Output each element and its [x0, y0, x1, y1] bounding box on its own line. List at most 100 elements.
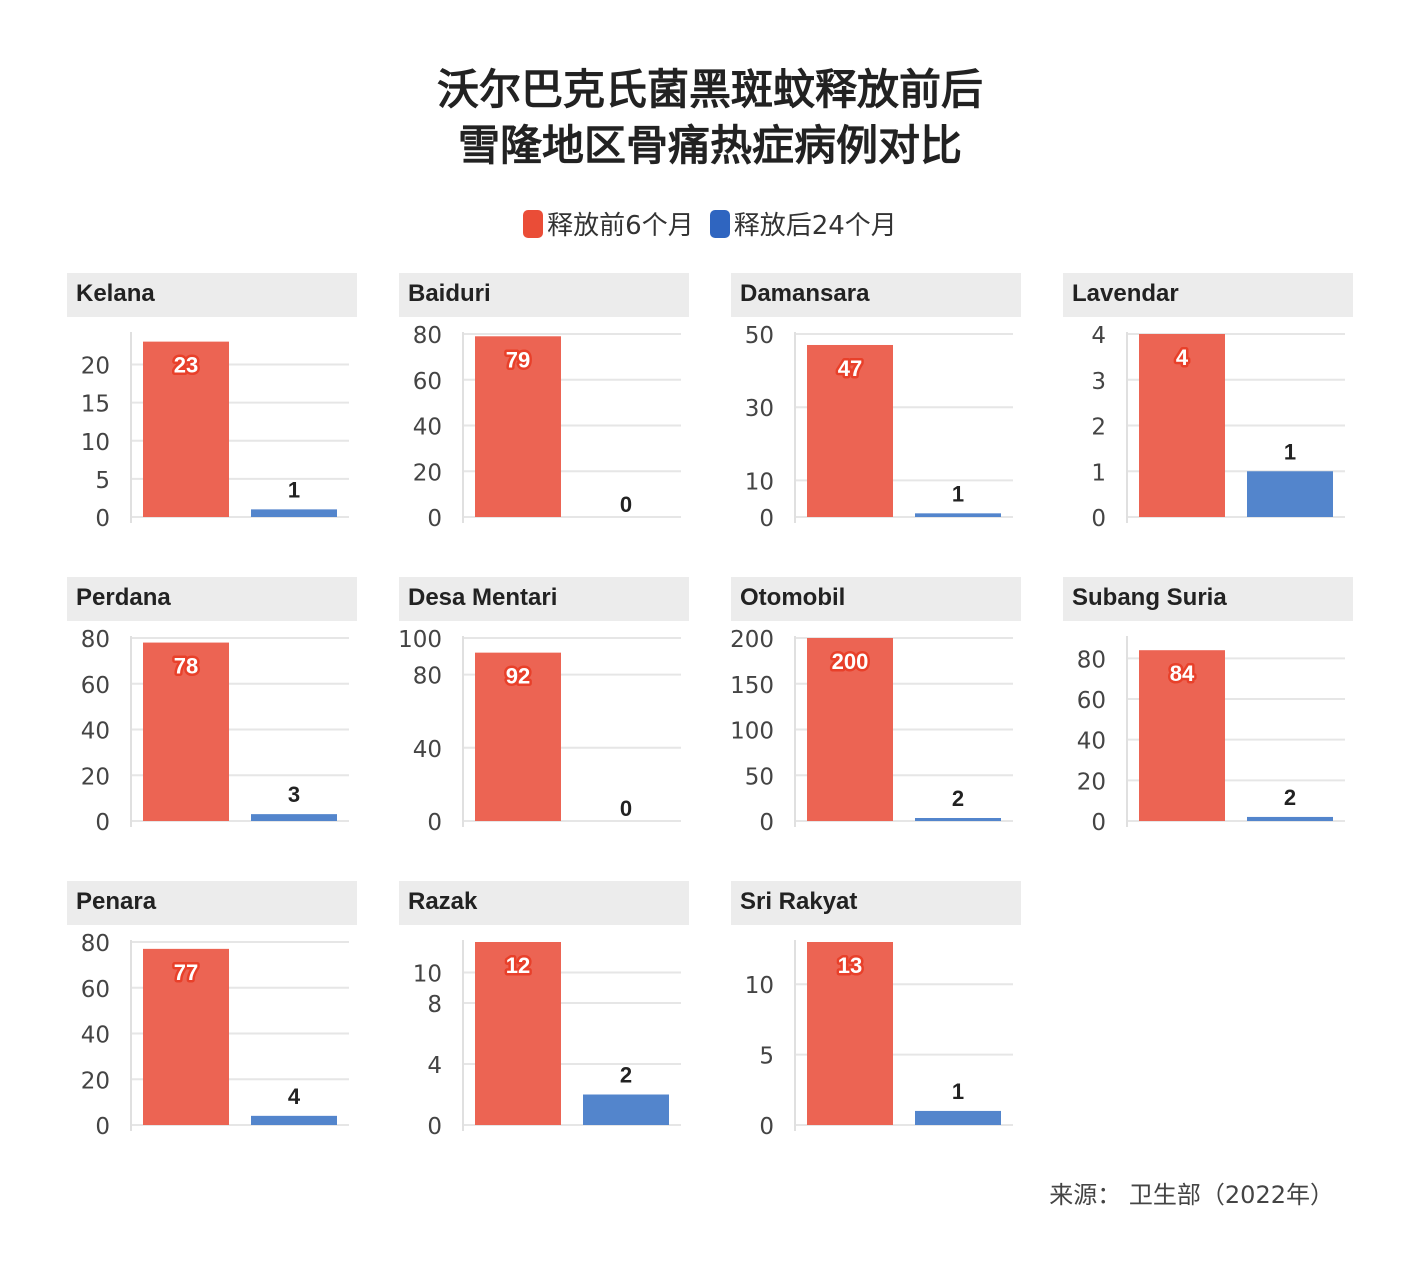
y-tick-label: 8 [427, 992, 442, 1018]
y-tick-label: 0 [427, 506, 442, 532]
panel-header: Desa Mentari [399, 577, 689, 621]
bar-after [251, 1115, 337, 1125]
y-tick-label: 10 [745, 973, 774, 999]
y-tick-label: 40 [413, 737, 442, 763]
y-tick-label: 60 [1077, 688, 1106, 714]
bar-before [1139, 650, 1225, 821]
panel-title: Baiduri [408, 280, 491, 307]
value-label-after: 1 [952, 1079, 964, 1104]
y-tick-label: 50 [745, 764, 774, 790]
panel-sri-rakyat: Sri Rakyat 0 5 10 13 13 1 [731, 881, 1021, 1141]
value-label-after: 1 [1284, 439, 1296, 464]
value-label-before: 12 [506, 953, 530, 978]
panel-title: Perdana [76, 584, 171, 611]
legend: 释放前6个月 释放后24个月 [0, 205, 1420, 242]
panel-baiduri: Baiduri 0 20 40 60 80 79 79 0 [399, 273, 689, 533]
panel-title: Desa Mentari [408, 584, 558, 611]
value-label-before: 47 [838, 356, 862, 381]
value-label-halo: 84 [1170, 661, 1195, 686]
panel-header: Sri Rakyat [731, 881, 1021, 925]
panel-header: Otomobil [731, 577, 1021, 621]
panel-kelana: Kelana 0 5 10 15 20 23 23 1 [67, 273, 357, 533]
y-tick-label: 0 [95, 1114, 110, 1140]
y-tick-label: 4 [427, 1053, 442, 1079]
y-tick-label: 0 [1091, 810, 1106, 836]
panel-title: Razak [408, 888, 478, 915]
bar-before [143, 948, 229, 1125]
y-tick-label: 100 [398, 627, 442, 653]
value-label-after: 1 [952, 481, 964, 506]
y-tick-label: 2 [1091, 415, 1106, 441]
bar-after [1247, 471, 1333, 517]
y-tick-label: 60 [413, 369, 442, 395]
bar-before [475, 336, 561, 517]
bar-before [1139, 334, 1225, 517]
value-label-before: 78 [174, 654, 198, 679]
value-label-before: 23 [174, 353, 198, 378]
y-tick-label: 1 [1091, 460, 1106, 486]
y-tick-label: 80 [413, 323, 442, 349]
y-tick-label: 20 [81, 1068, 110, 1094]
y-tick-label: 0 [95, 506, 110, 532]
panel-title: Subang Suria [1072, 584, 1227, 611]
panel-subang-suria: Subang Suria 0 20 40 60 80 84 84 2 [1063, 577, 1353, 837]
panel-razak: Razak 0 4 8 10 12 12 2 [399, 881, 689, 1141]
y-tick-label: 5 [759, 1044, 774, 1070]
y-tick-label: 20 [81, 764, 110, 790]
panel-header: Baiduri [399, 273, 689, 317]
bar-before [143, 341, 229, 517]
bar-after [251, 814, 337, 821]
panel-title: Lavendar [1072, 280, 1179, 307]
y-tick-label: 20 [81, 354, 110, 380]
legend-label-after: 释放后24个月 [733, 211, 897, 241]
y-tick-label: 40 [413, 415, 442, 441]
y-tick-label: 10 [745, 469, 774, 495]
y-tick-label: 0 [759, 810, 774, 836]
value-label-after: 0 [620, 796, 632, 821]
bar-after [915, 1110, 1001, 1125]
bar-before [143, 642, 229, 821]
panel-title: Damansara [740, 280, 870, 307]
y-tick-label: 20 [413, 460, 442, 486]
bar-before [807, 942, 893, 1125]
y-tick-label: 0 [95, 810, 110, 836]
y-tick-label: 30 [745, 396, 774, 422]
legend-swatch-before [523, 209, 544, 238]
bar-before [807, 638, 893, 821]
y-tick-label: 0 [759, 506, 774, 532]
panel-header: Penara [67, 881, 357, 925]
chart-title-line1: 沃尔巴克氏菌黑斑蚊释放前后 [436, 65, 983, 114]
y-tick-label: 15 [81, 392, 110, 418]
bar-after [915, 818, 1001, 821]
value-label-halo: 79 [506, 347, 530, 372]
panel-header: Razak [399, 881, 689, 925]
y-tick-label: 40 [81, 719, 110, 745]
value-label-halo: 78 [174, 654, 198, 679]
value-label-halo: 23 [174, 353, 198, 378]
value-label-after: 4 [288, 1084, 301, 1109]
value-label-after: 0 [620, 492, 632, 517]
value-label-before: 77 [174, 960, 198, 985]
y-tick-label: 0 [427, 1114, 442, 1140]
value-label-before: 92 [506, 664, 530, 689]
y-tick-label: 3 [1091, 369, 1106, 395]
panel-otomobil: Otomobil 0 50 100 150 200 200 200 2 [730, 577, 1021, 837]
value-label-after: 1 [288, 477, 300, 502]
panel-header: Damansara [731, 273, 1021, 317]
y-tick-label: 40 [1077, 729, 1106, 755]
legend-swatch-after [709, 209, 730, 238]
y-tick-label: 60 [81, 977, 110, 1003]
y-tick-label: 80 [413, 664, 442, 690]
value-label-before: 4 [1176, 345, 1189, 370]
value-label-after: 2 [620, 1063, 632, 1088]
y-tick-label: 0 [1091, 506, 1106, 532]
